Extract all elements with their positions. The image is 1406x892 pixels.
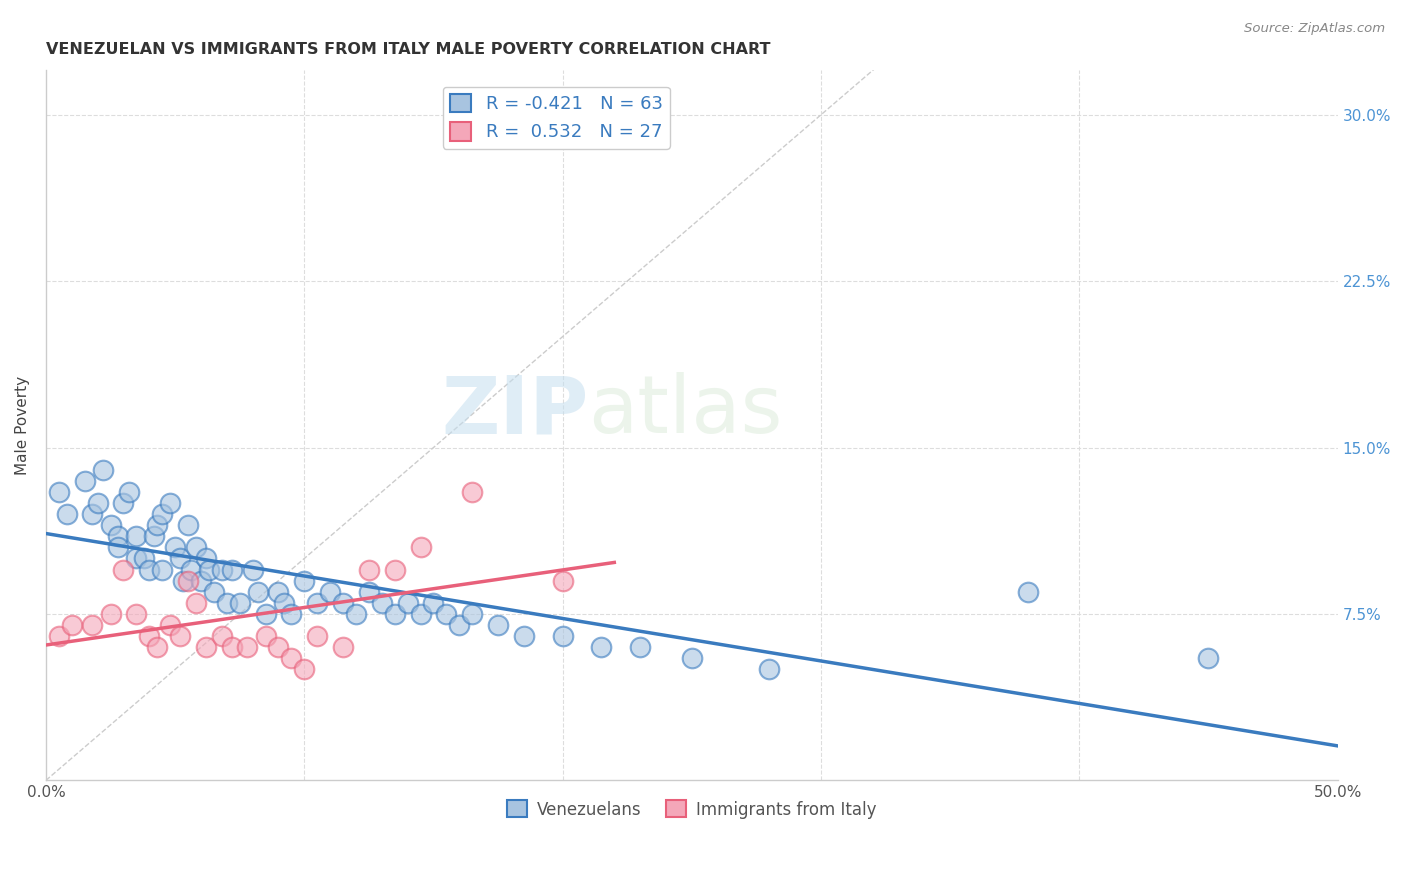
Point	[409, 607, 432, 621]
Point	[513, 629, 536, 643]
Point	[384, 563, 406, 577]
Point	[112, 563, 135, 577]
Point	[280, 651, 302, 665]
Point	[242, 563, 264, 577]
Point	[681, 651, 703, 665]
Point	[107, 541, 129, 555]
Point	[236, 640, 259, 655]
Point	[1198, 651, 1220, 665]
Point	[344, 607, 367, 621]
Point	[82, 507, 104, 521]
Point	[117, 484, 139, 499]
Point	[211, 629, 233, 643]
Y-axis label: Male Poverty: Male Poverty	[15, 376, 30, 475]
Point	[177, 574, 200, 588]
Point	[267, 640, 290, 655]
Point	[628, 640, 651, 655]
Point	[190, 574, 212, 588]
Point	[60, 618, 83, 632]
Point	[48, 629, 70, 643]
Point	[267, 584, 290, 599]
Point	[221, 563, 243, 577]
Point	[211, 563, 233, 577]
Point	[125, 529, 148, 543]
Point	[384, 607, 406, 621]
Point	[449, 618, 471, 632]
Point	[357, 584, 380, 599]
Point	[319, 584, 342, 599]
Point	[292, 574, 315, 588]
Point	[195, 640, 218, 655]
Point	[125, 607, 148, 621]
Point	[1017, 584, 1039, 599]
Text: Source: ZipAtlas.com: Source: ZipAtlas.com	[1244, 22, 1385, 36]
Point	[228, 596, 250, 610]
Point	[197, 563, 219, 577]
Point	[86, 496, 108, 510]
Point	[177, 518, 200, 533]
Point	[486, 618, 509, 632]
Point	[184, 596, 207, 610]
Point	[138, 563, 160, 577]
Point	[307, 596, 329, 610]
Text: atlas: atlas	[589, 372, 783, 450]
Point	[246, 584, 269, 599]
Point	[100, 518, 122, 533]
Point	[551, 574, 574, 588]
Point	[48, 484, 70, 499]
Point	[202, 584, 225, 599]
Point	[172, 574, 194, 588]
Point	[107, 529, 129, 543]
Legend: Venezuelans, Immigrants from Italy: Venezuelans, Immigrants from Italy	[501, 794, 883, 825]
Text: ZIP: ZIP	[441, 372, 589, 450]
Point	[292, 662, 315, 676]
Point	[221, 640, 243, 655]
Point	[100, 607, 122, 621]
Point	[159, 618, 181, 632]
Point	[273, 596, 295, 610]
Point	[461, 484, 484, 499]
Point	[254, 629, 277, 643]
Point	[146, 518, 169, 533]
Point	[184, 541, 207, 555]
Point	[150, 563, 173, 577]
Point	[280, 607, 302, 621]
Point	[82, 618, 104, 632]
Point	[73, 474, 96, 488]
Point	[138, 629, 160, 643]
Point	[461, 607, 484, 621]
Point	[409, 541, 432, 555]
Point	[371, 596, 394, 610]
Point	[434, 607, 457, 621]
Point	[332, 596, 354, 610]
Point	[551, 629, 574, 643]
Point	[307, 629, 329, 643]
Point	[215, 596, 238, 610]
Point	[150, 507, 173, 521]
Point	[195, 551, 218, 566]
Point	[169, 551, 191, 566]
Point	[143, 529, 166, 543]
Point	[125, 551, 148, 566]
Point	[357, 563, 380, 577]
Point	[165, 541, 187, 555]
Text: VENEZUELAN VS IMMIGRANTS FROM ITALY MALE POVERTY CORRELATION CHART: VENEZUELAN VS IMMIGRANTS FROM ITALY MALE…	[46, 42, 770, 57]
Point	[169, 629, 191, 643]
Point	[91, 463, 114, 477]
Point	[422, 596, 444, 610]
Point	[332, 640, 354, 655]
Point	[254, 607, 277, 621]
Point	[55, 507, 77, 521]
Point	[396, 596, 419, 610]
Point	[758, 662, 780, 676]
Point	[180, 563, 202, 577]
Point	[159, 496, 181, 510]
Point	[146, 640, 169, 655]
Point	[112, 496, 135, 510]
Point	[591, 640, 613, 655]
Point	[134, 551, 156, 566]
